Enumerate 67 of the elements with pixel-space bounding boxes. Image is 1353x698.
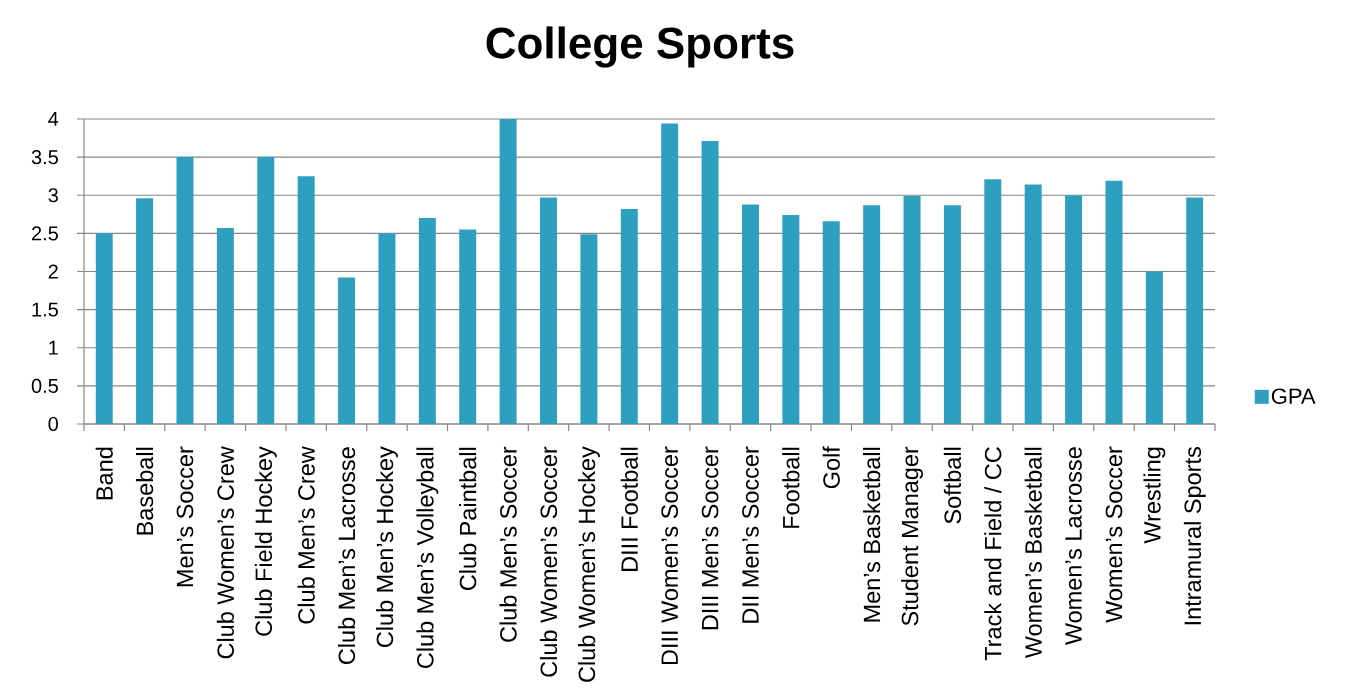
chart-title: College Sports bbox=[486, 26, 794, 68]
x-tick-label: Women’s Soccer bbox=[1105, 446, 1123, 623]
y-tick-label: 3 bbox=[48, 188, 58, 203]
x-tick-label: Baseball bbox=[135, 447, 154, 535]
y-tick-label: 2 bbox=[48, 264, 58, 279]
x-tick-label: Club Men’s Volleyball bbox=[416, 447, 439, 668]
x-tick-label: Club Paintball bbox=[459, 447, 477, 590]
x-tick-label: Club Field Hockey bbox=[254, 446, 277, 636]
x-tick-label: Women’s Lacrosse bbox=[1065, 447, 1082, 646]
bar bbox=[782, 215, 800, 424]
x-tick-label: DIII Football bbox=[620, 447, 638, 571]
bar bbox=[499, 118, 517, 424]
bar bbox=[176, 157, 194, 424]
bar bbox=[903, 196, 921, 424]
bar bbox=[863, 205, 881, 424]
bar bbox=[1186, 197, 1204, 424]
bar bbox=[136, 198, 154, 424]
x-tick-label: Student Manager bbox=[901, 446, 923, 626]
bar bbox=[378, 233, 396, 424]
y-tick-label: 1 bbox=[49, 340, 58, 355]
bar bbox=[1065, 195, 1083, 424]
x-tick-label: Intramural Sports bbox=[1183, 447, 1206, 625]
x-tick-label: Wrestling bbox=[1143, 447, 1166, 544]
bar bbox=[540, 197, 558, 424]
y-tick-label: 1.5 bbox=[32, 302, 58, 317]
bar bbox=[701, 141, 719, 424]
x-tick-label: DIII Women’s Soccer bbox=[661, 446, 679, 665]
bar bbox=[661, 123, 679, 424]
x-tick-label: Club Men’s Lacrosse bbox=[337, 447, 356, 664]
x-tick-label: Men’s Soccer bbox=[176, 446, 194, 587]
y-tick-label: 4 bbox=[48, 112, 59, 126]
y-tick-label: 3.5 bbox=[31, 150, 58, 165]
bar bbox=[95, 233, 113, 424]
bar bbox=[822, 221, 840, 424]
x-tick-label: DII Men’s Soccer bbox=[742, 446, 759, 623]
bar bbox=[418, 218, 436, 424]
x-tick-label: Club Men’s Soccer bbox=[499, 446, 517, 642]
x-tick-label: Club Women’s Crew bbox=[216, 446, 235, 659]
x-tick-label: Football bbox=[782, 447, 800, 528]
bar bbox=[1145, 271, 1163, 424]
x-tick-label: Women’s Basketball bbox=[1024, 447, 1042, 659]
legend-label: GPA bbox=[1271, 388, 1316, 404]
bar bbox=[216, 228, 234, 424]
bar bbox=[1105, 180, 1123, 424]
x-tick-label: Club Men’s Hockey bbox=[376, 446, 398, 648]
bar bbox=[338, 277, 356, 424]
bar bbox=[943, 205, 961, 424]
x-tick-label: Club Men’s Crew bbox=[297, 446, 315, 624]
x-tick-label: Band bbox=[95, 447, 113, 500]
bar bbox=[741, 204, 759, 424]
bar bbox=[459, 229, 477, 424]
bar bbox=[297, 176, 315, 424]
bar bbox=[620, 208, 638, 424]
x-tick-label: Men’s Basketball bbox=[863, 447, 881, 622]
bar bbox=[580, 234, 598, 424]
x-tick-label: Softball bbox=[943, 447, 962, 524]
x-tick-label: Club Women’s Hockey bbox=[577, 446, 600, 682]
x-tick-label: Club Women’s Soccer bbox=[539, 446, 558, 677]
x-tick-label: Golf bbox=[822, 446, 840, 489]
y-tick-label: 0.5 bbox=[31, 378, 58, 393]
bar bbox=[257, 157, 275, 424]
y-tick-label: 2.5 bbox=[32, 226, 58, 241]
x-tick-label: Track and Field / CC bbox=[984, 447, 1002, 661]
y-tick-label: 0 bbox=[48, 416, 59, 432]
bar bbox=[984, 179, 1002, 424]
x-tick-label: DIII Men’s Soccer bbox=[701, 446, 719, 630]
bar bbox=[1024, 184, 1042, 424]
